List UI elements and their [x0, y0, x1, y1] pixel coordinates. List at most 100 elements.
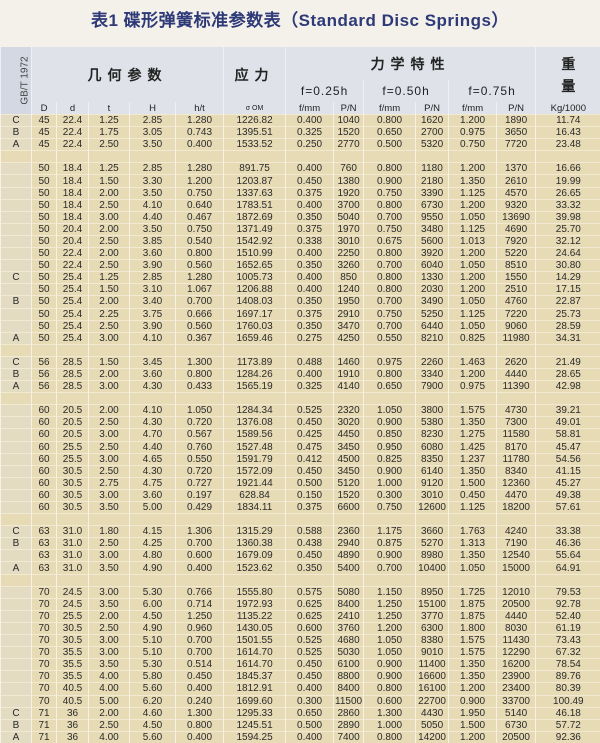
table-cell: 2910 [334, 308, 364, 320]
table-cell: 1203.87 [224, 175, 286, 187]
table-cell: 0.700 [364, 562, 416, 574]
table-cell: 2.50 [89, 441, 130, 453]
table-cell: 3480 [416, 223, 449, 235]
table-cell: 70 [32, 622, 57, 634]
table-cell: 3450 [334, 441, 364, 453]
table-cell: 33.32 [536, 199, 600, 211]
table-cell: 0.900 [364, 659, 416, 671]
series-cell [1, 586, 32, 598]
table-cell: 0.375 [286, 223, 334, 235]
empty-cell [32, 514, 57, 526]
table-cell: 2250 [334, 248, 364, 260]
table-cell: 25.5 [57, 453, 89, 465]
empty-cell [286, 393, 334, 405]
series-cell: B [1, 368, 32, 380]
table-cell: 2320 [334, 405, 364, 417]
table-cell: 1591.79 [224, 453, 286, 465]
table-cell: 28.65 [536, 368, 600, 380]
table-cell: 0.450 [286, 417, 334, 429]
table-cell: 49.01 [536, 417, 600, 429]
table-cell: 22.87 [536, 296, 600, 308]
table-cell: 0.400 [286, 683, 334, 695]
empty-cell [536, 574, 600, 586]
empty-cell [286, 151, 334, 163]
table-cell: 1.250 [176, 610, 224, 622]
table-cell: 12600 [416, 502, 449, 514]
table-cell: 1.950 [449, 707, 497, 719]
empty-cell [497, 344, 536, 356]
table-cell: 1950 [334, 296, 364, 308]
table-cell: 0.675 [364, 235, 416, 247]
empty-cell [416, 574, 449, 586]
table-cell: 2360 [334, 526, 364, 538]
table-cell: 11500 [334, 695, 364, 707]
table-cell: 1555.80 [224, 586, 286, 598]
table-cell: 22.4 [57, 248, 89, 260]
table-cell: 25.4 [57, 284, 89, 296]
table-cell: 5050 [416, 719, 449, 731]
table-cell: 1.350 [449, 465, 497, 477]
table-cell: 0.450 [286, 659, 334, 671]
table-cell: 50 [32, 308, 57, 320]
table-cell: 0.550 [364, 332, 416, 344]
table-cell: 2890 [334, 719, 364, 731]
table-cell: 7900 [416, 381, 449, 393]
table-cell: 5080 [334, 586, 364, 598]
series-cell [1, 453, 32, 465]
table-cell: 6730 [497, 719, 536, 731]
table-cell: 20500 [497, 598, 536, 610]
series-cell [1, 635, 32, 647]
table-cell: 0.975 [364, 356, 416, 368]
series-cell: B [1, 538, 32, 550]
table-cell: 1370 [497, 163, 536, 175]
table-cell: 3260 [334, 260, 364, 272]
table-cell: 25.5 [57, 441, 89, 453]
table-cell: 0.750 [364, 223, 416, 235]
table-cell: 1.575 [449, 647, 497, 659]
table-cell: 1.350 [449, 550, 497, 562]
table-cell: 1360.38 [224, 538, 286, 550]
empty-cell [536, 514, 600, 526]
table-cell: 3390 [416, 187, 449, 199]
table-cell: 0.727 [176, 477, 224, 489]
table-cell: 2.25 [89, 308, 130, 320]
series-cell: C [1, 707, 32, 719]
empty-cell [364, 393, 416, 405]
table-cell: 70 [32, 610, 57, 622]
table-cell: 1295.33 [224, 707, 286, 719]
table-cell: 1.125 [449, 223, 497, 235]
table-cell: 0.750 [449, 139, 497, 151]
table-cell: 1920 [334, 187, 364, 199]
table-cell: 0.750 [176, 223, 224, 235]
table-cell: 1.050 [176, 405, 224, 417]
table-cell: 3450 [334, 465, 364, 477]
table-cell: 22.4 [57, 127, 89, 139]
table-cell: 52.40 [536, 610, 600, 622]
table-cell: 2.50 [89, 320, 130, 332]
table-cell: 8340 [497, 465, 536, 477]
table-cell: 0.800 [364, 115, 416, 127]
table-cell: 92.78 [536, 598, 600, 610]
table-cell: 1542.92 [224, 235, 286, 247]
table-cell: 70 [32, 586, 57, 598]
table-cell: 4.10 [130, 199, 176, 211]
table-cell: 1520 [334, 127, 364, 139]
table-cell: 2.50 [89, 260, 130, 272]
table-cell: 5.10 [130, 635, 176, 647]
table-cell: 0.750 [364, 308, 416, 320]
table-cell: 50 [32, 235, 57, 247]
table-cell: 70 [32, 683, 57, 695]
table-cell: 1005.73 [224, 272, 286, 284]
table-cell: 0.960 [176, 622, 224, 634]
table-cell: 50 [32, 175, 57, 187]
table-cell: 0.825 [364, 453, 416, 465]
table-cell: 2620 [497, 356, 536, 368]
